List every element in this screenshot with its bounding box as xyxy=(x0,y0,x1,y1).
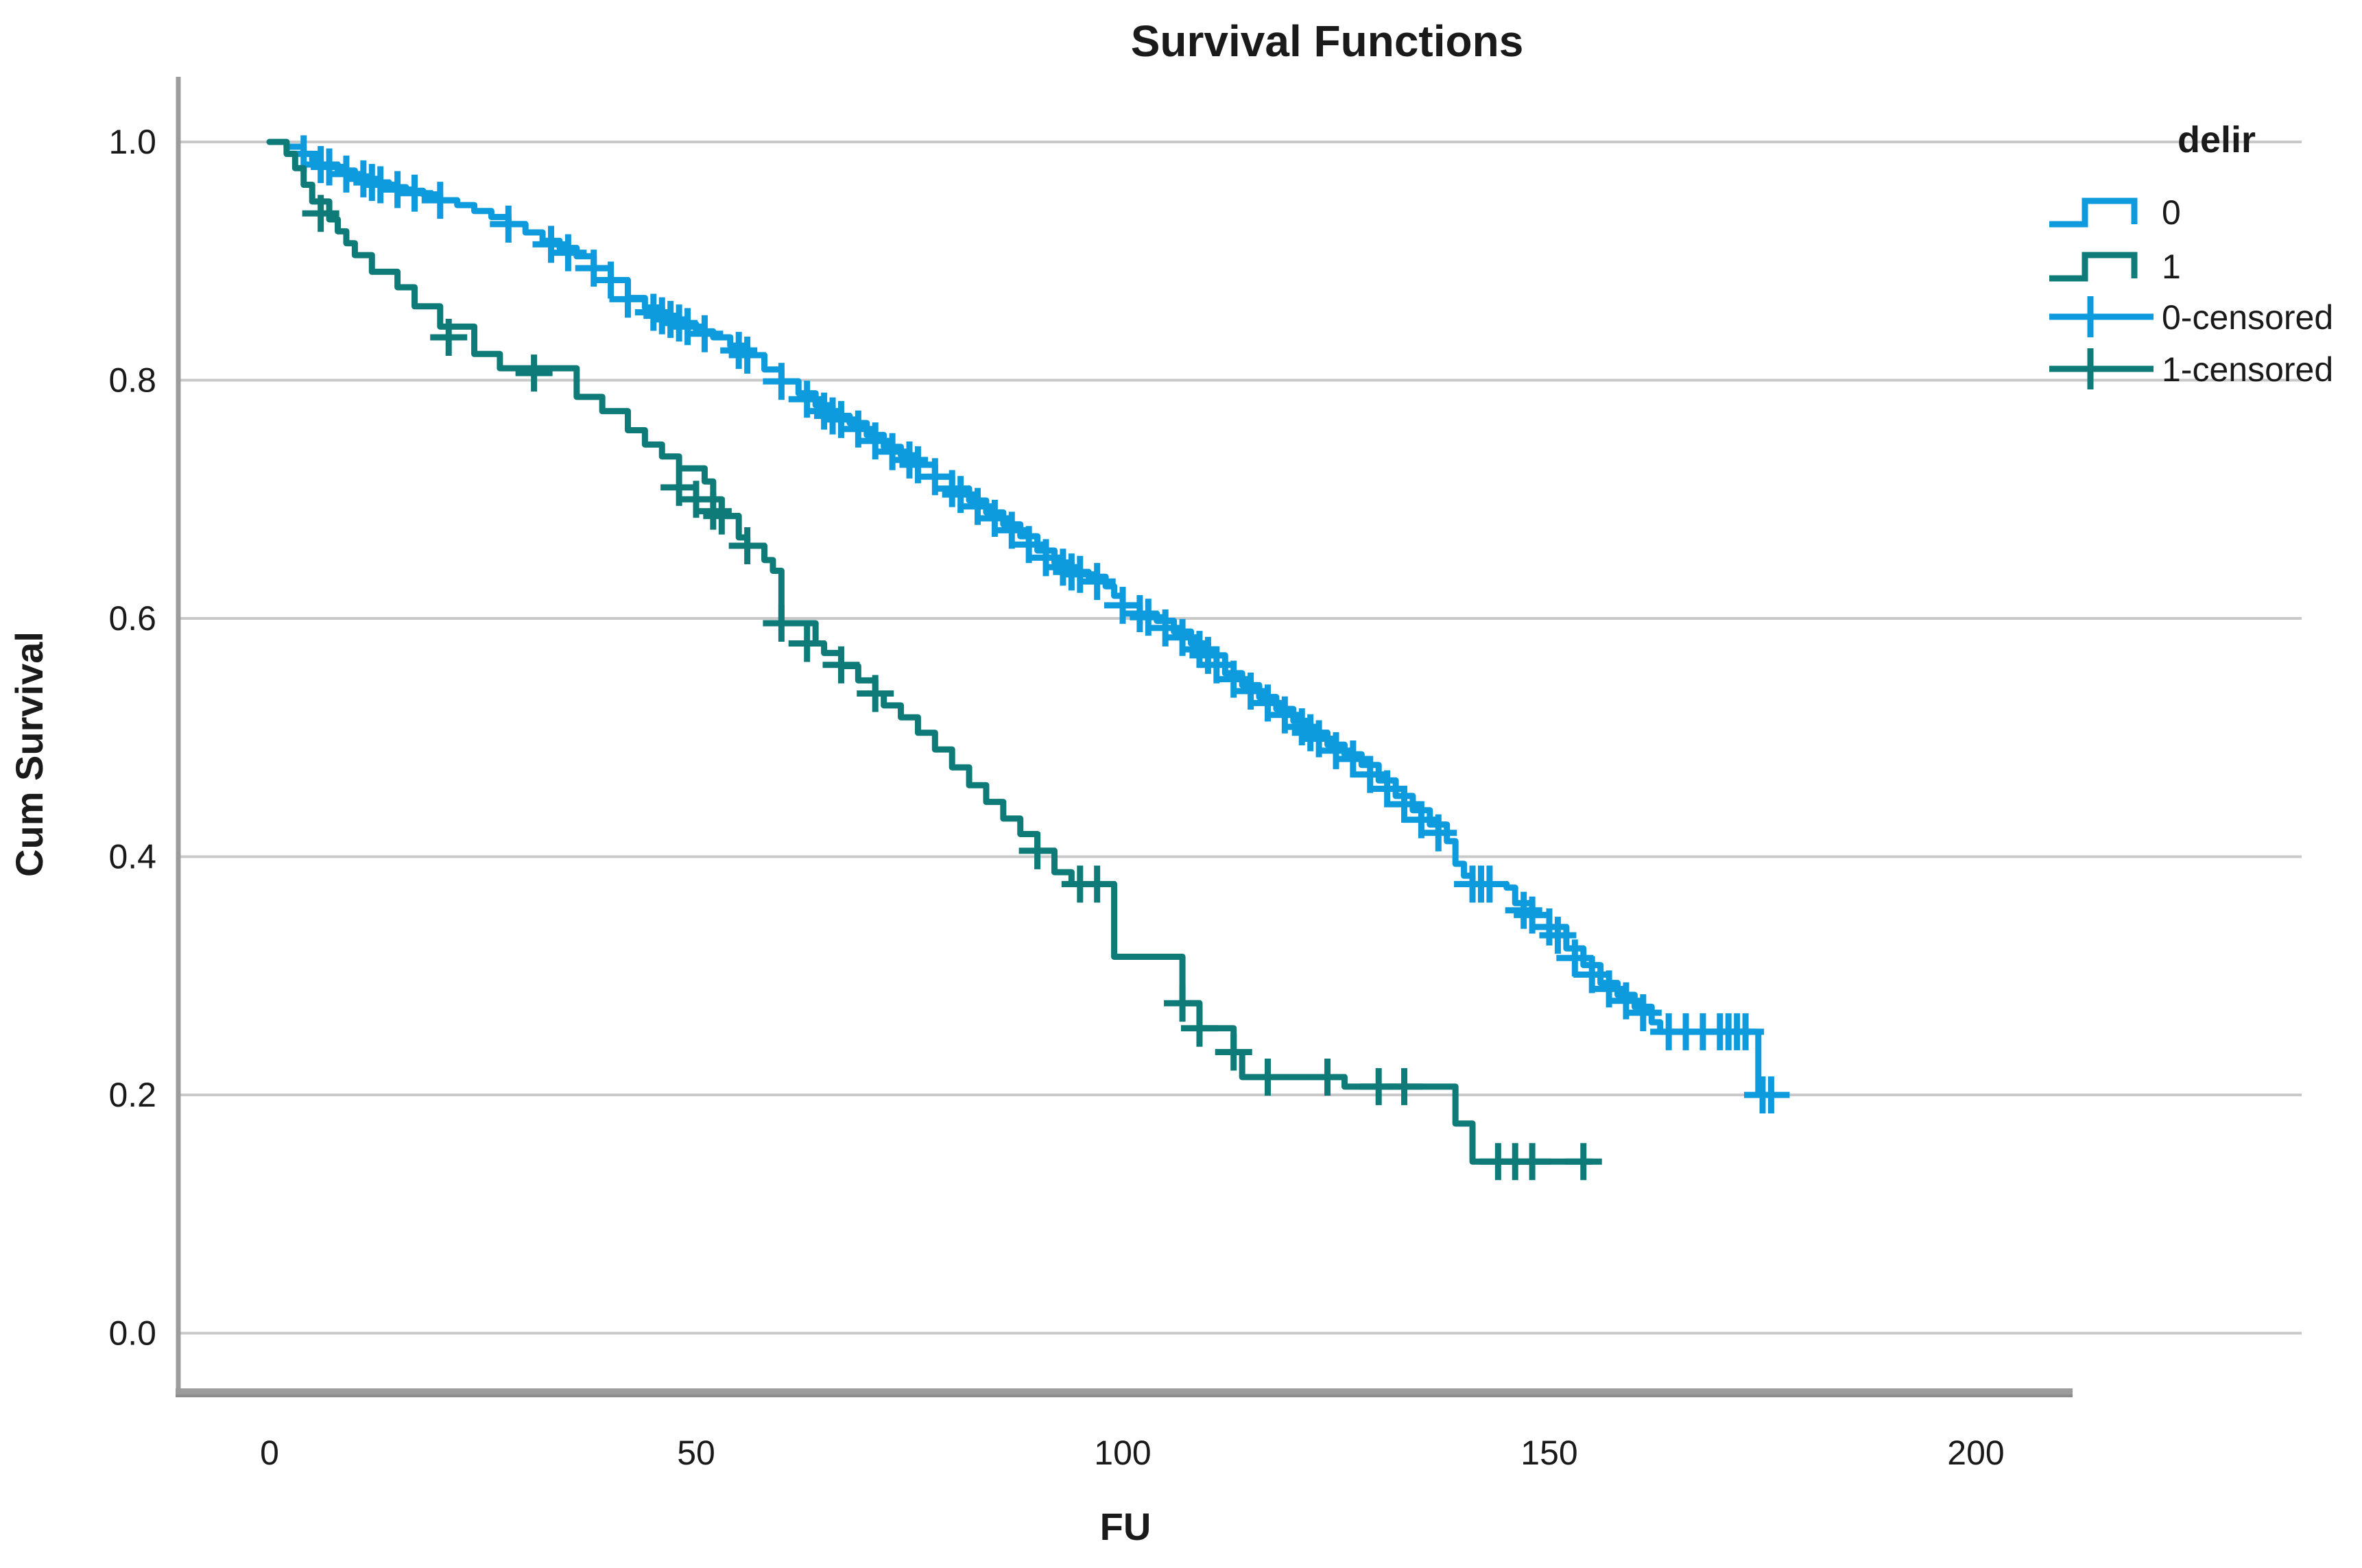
x-axis-title: FU xyxy=(1100,1505,1152,1548)
legend-item-label-1: 1 xyxy=(2162,248,2181,286)
series-layer xyxy=(266,135,1790,1181)
legend-item-label-0-censored: 0-censored xyxy=(2162,298,2333,337)
x-tick-label-150: 150 xyxy=(1520,1434,1577,1472)
x-tick-label-200: 200 xyxy=(1947,1434,2004,1472)
survival-curve-1 xyxy=(266,138,1595,1165)
censor-marks-0 xyxy=(285,135,1790,1113)
y-tick-label-0.4: 0.4 xyxy=(108,838,156,876)
legend-step-swatch xyxy=(2049,197,2138,228)
chart-title: Survival Functions xyxy=(1131,16,1524,66)
legend-item-0: 0 xyxy=(2049,193,2181,232)
gridlines xyxy=(178,141,2302,1335)
y-tick-label-0.6: 0.6 xyxy=(108,599,156,638)
legend-item-label-1-censored: 1-censored xyxy=(2162,350,2333,389)
y-tick-label-1.0: 1.0 xyxy=(108,123,156,161)
legend: 0 1 0-censored 1-censored xyxy=(2049,193,2333,389)
censor-marks-1 xyxy=(302,195,1602,1181)
axes xyxy=(176,77,2073,1397)
legend-item-0-censored: 0-censored xyxy=(2049,296,2333,337)
y-axis-title: Cum Survival xyxy=(8,631,51,877)
legend-item-1: 1 xyxy=(2049,248,2181,286)
legend-item-1-censored: 1-censored xyxy=(2049,348,2333,389)
y-tick-label-0.2: 0.2 xyxy=(108,1076,156,1114)
legend-item-label-0: 0 xyxy=(2162,193,2181,232)
x-tick-label-0: 0 xyxy=(260,1434,279,1472)
x-tick-label-100: 100 xyxy=(1094,1434,1151,1472)
x-tick-label-50: 50 xyxy=(677,1434,715,1472)
legend-title: delir xyxy=(2178,119,2256,160)
legend-step-swatch xyxy=(2049,252,2138,282)
tick-labels: 0 50 100 150 200 1.0 0.8 0.6 0.4 0.2 0.0 xyxy=(108,123,2004,1472)
y-tick-label-0.0: 0.0 xyxy=(108,1314,156,1353)
y-tick-label-0.8: 0.8 xyxy=(108,361,156,400)
